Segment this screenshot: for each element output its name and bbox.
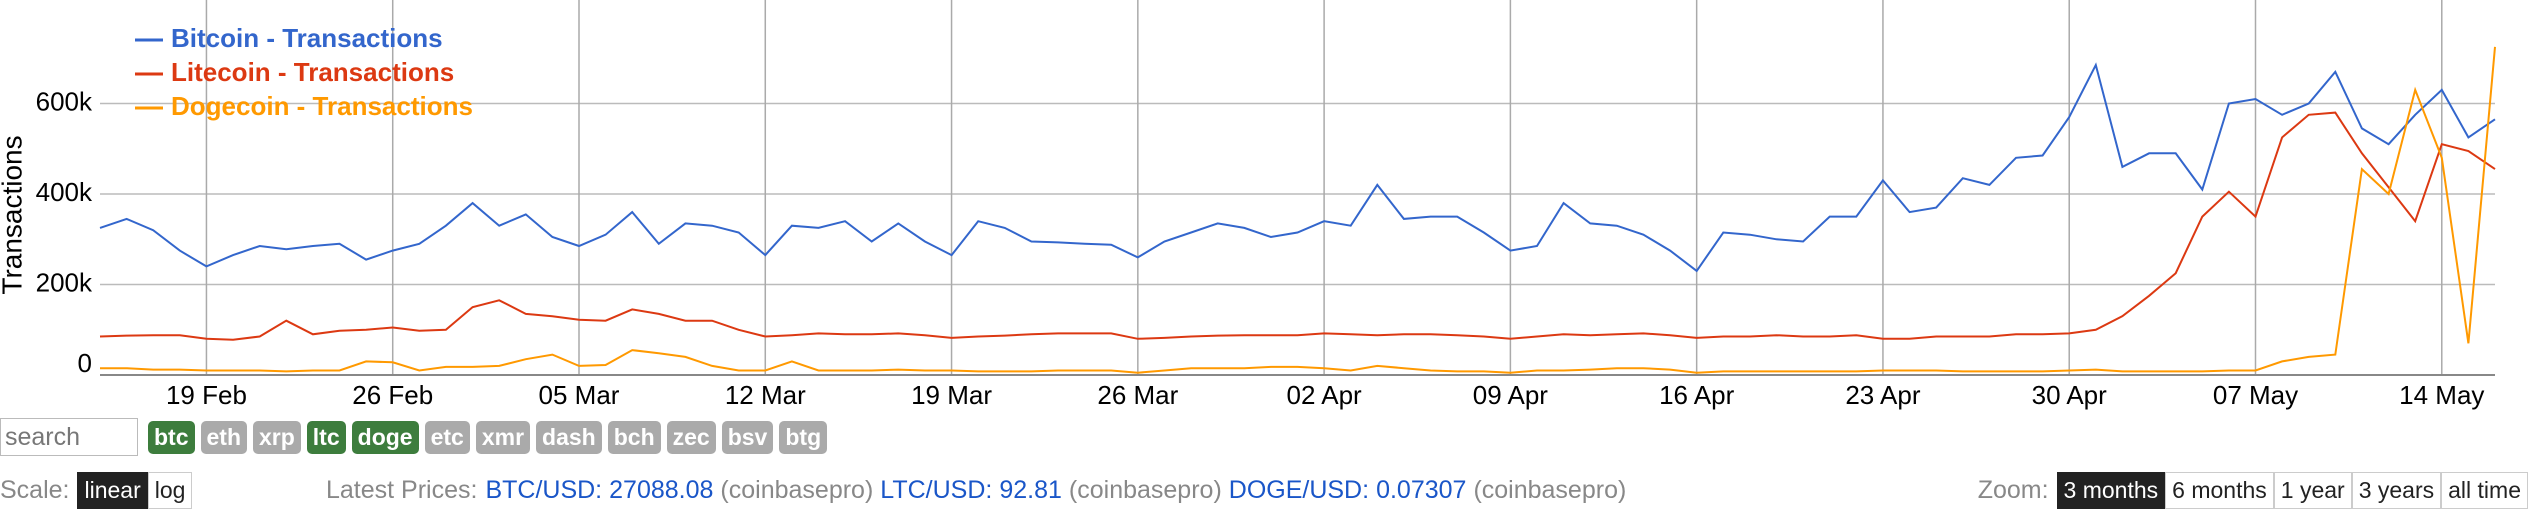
series-line [100, 46, 2496, 374]
price-source: (coinbasepro) [1068, 476, 1222, 504]
coin-button[interactable]: etc [424, 420, 470, 454]
prices-label: Latest Prices: [326, 476, 478, 504]
y-tick-label: 200k [36, 267, 93, 297]
series-line [99, 111, 2496, 341]
legend-label: Bitcoin - Transactions [171, 23, 443, 53]
x-tick-label: 19 Mar [911, 380, 992, 410]
x-tick-label: 19 Feb [166, 380, 247, 410]
coin-button[interactable]: doge [351, 420, 419, 454]
coin-button[interactable]: bsv [721, 420, 774, 454]
legend-label: Dogecoin - Transactions [171, 91, 473, 121]
series-line [99, 62, 2496, 273]
x-tick-label: 05 Mar [539, 380, 620, 410]
zoom-row: Zoom: 3 months 6 months 1 year 3 years all t… [1978, 472, 2528, 509]
scale-button[interactable]: linear [77, 472, 148, 509]
zoom-button[interactable]: all time [2441, 472, 2528, 509]
coin-button[interactable]: ltc [306, 420, 346, 454]
price-source: (coinbasepro) [1473, 476, 1627, 504]
x-tick-label: 30 Apr [2032, 380, 2108, 410]
price-source: (coinbasepro) [720, 476, 874, 504]
scale-button[interactable]: log [147, 472, 193, 509]
x-tick-label: 16 Apr [1659, 380, 1735, 410]
y-tick-label: 0 [78, 348, 92, 378]
coin-buttons: btc eth xrp ltc doge etc xmr dash bch zec bsv btg [148, 420, 833, 454]
zoom-button[interactable]: 3 years [2351, 472, 2442, 509]
price-value: 27088.08 [609, 476, 714, 504]
coin-button[interactable]: dash [536, 420, 602, 454]
x-tick-label: 26 Mar [1097, 380, 1178, 410]
price-pair: LTC/USD: [880, 476, 993, 504]
coin-button[interactable]: xmr [475, 420, 531, 454]
coin-button[interactable]: zec [666, 420, 716, 454]
zoom-button[interactable]: 3 months [2056, 472, 2166, 509]
coin-button[interactable]: xrp [253, 420, 301, 454]
zoom-button[interactable]: 1 year [2273, 472, 2352, 509]
x-tick-label: 14 May [2399, 380, 2484, 410]
zoom-label: Zoom: [1977, 476, 2049, 504]
zoom-button[interactable]: 6 months [2165, 472, 2274, 509]
x-tick-label: 07 May [2213, 380, 2298, 410]
y-axis-title: Transactions [0, 135, 27, 294]
price-value: 0.07307 [1376, 476, 1467, 504]
y-tick-label: 600k [36, 86, 93, 116]
prices: Latest Prices: BTC/USD: 27088.08 (coinbase… [326, 476, 1633, 505]
x-tick-label: 09 Apr [1473, 380, 1549, 410]
price-pair: BTC/USD: [485, 476, 603, 504]
price-value: 92.81 [999, 476, 1062, 504]
coin-button[interactable]: btg [779, 420, 828, 454]
scale-label: Scale: [0, 476, 70, 504]
coin-row: search btc eth xrp ltc doge etc xmr dash bch zec b… [0, 418, 833, 456]
x-tick-label: 02 Apr [1287, 380, 1363, 410]
y-tick-label: 400k [36, 177, 93, 207]
zoom-buttons: 3 months 6 months 1 year 3 years all time [2056, 472, 2528, 509]
chart: Transactions 0 200k 400k 600k 19 Feb 26 Feb 05… [0, 0, 2496, 410]
scale-row: Scale: linear log [0, 472, 193, 509]
x-tick-label: 23 Apr [1845, 380, 1921, 410]
legend-label: Litecoin - Transactions [171, 57, 454, 87]
x-tick-label: 26 Feb [352, 380, 433, 410]
search-input[interactable]: search [0, 418, 138, 456]
coin-button[interactable]: btc [148, 420, 195, 454]
scale-buttons: linear log [77, 472, 193, 509]
x-tick-label: 12 Mar [725, 380, 806, 410]
price-pair: DOGE/USD: [1228, 476, 1370, 504]
coin-button[interactable]: eth [200, 420, 247, 454]
coin-button[interactable]: bch [607, 420, 661, 454]
